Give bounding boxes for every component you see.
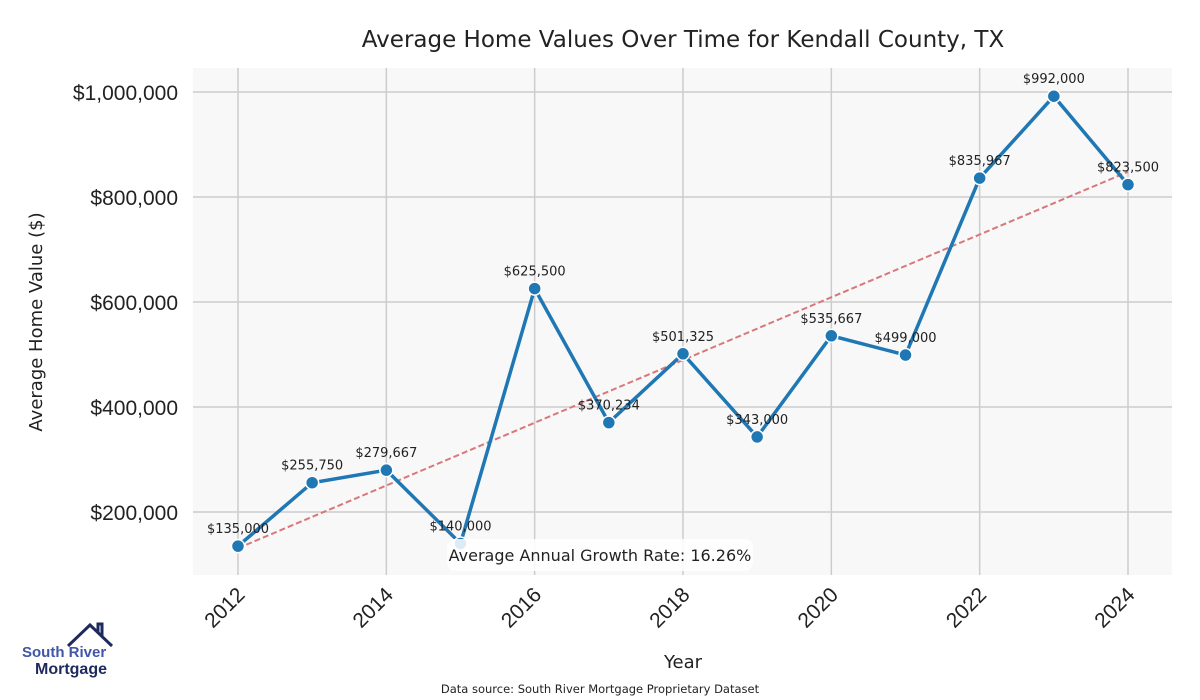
data-label: $992,000 xyxy=(1023,72,1085,87)
logo-line2: Mortgage xyxy=(35,661,107,678)
south-river-mortgage-logo: South River Mortgage xyxy=(22,622,122,682)
data-label: $135,000 xyxy=(207,522,269,537)
trend-line xyxy=(237,170,1129,550)
y-tick-label: $400,000 xyxy=(90,397,178,420)
y-tick-label: $200,000 xyxy=(90,502,178,525)
annotation-box xyxy=(447,539,753,571)
data-point xyxy=(379,462,394,478)
data-label: $499,000 xyxy=(874,331,936,346)
x-axis-label: Year xyxy=(663,652,703,673)
data-point xyxy=(304,475,320,490)
data-label: $255,750 xyxy=(281,459,343,474)
x-tick-label: 2022 xyxy=(942,583,991,632)
x-tick-label: 2024 xyxy=(1090,583,1140,633)
data-point xyxy=(675,346,691,362)
data-point xyxy=(824,328,839,344)
data-point xyxy=(898,347,913,363)
y-tick-label: $1,000,000 xyxy=(73,82,178,105)
data-label: $370,234 xyxy=(578,399,640,414)
data-point xyxy=(1120,177,1136,192)
logo-line1: South River xyxy=(22,644,107,661)
house-icon xyxy=(66,622,114,648)
data-label: $823,500 xyxy=(1097,161,1159,176)
data-source-note: Data source: South River Mortgage Propri… xyxy=(441,682,760,696)
x-tick-label: 2020 xyxy=(794,583,843,632)
data-label: $140,000 xyxy=(429,520,491,535)
data-label: $343,000 xyxy=(726,413,788,428)
data-label: $625,500 xyxy=(504,265,566,280)
growth-rate-annotation: Average Annual Growth Rate: 16.26% xyxy=(449,546,752,565)
data-label: $501,325 xyxy=(652,330,714,345)
y-tick-label: $800,000 xyxy=(90,187,178,210)
data-point xyxy=(972,170,987,186)
x-tick-label: 2016 xyxy=(497,583,546,632)
y-tick-label: $600,000 xyxy=(90,292,178,315)
data-label: $835,967 xyxy=(949,154,1011,169)
chart-title: Average Home Values Over Time for Kendal… xyxy=(362,27,1005,53)
x-tick-label: 2018 xyxy=(645,583,694,632)
x-tick-label: 2014 xyxy=(349,583,399,633)
data-point xyxy=(749,429,765,445)
data-point xyxy=(527,281,542,296)
data-point xyxy=(230,538,246,554)
data-point xyxy=(1046,88,1062,104)
data-label: $279,667 xyxy=(355,446,417,461)
data-point xyxy=(601,415,617,430)
y-axis-label: Average Home Value ($) xyxy=(26,212,47,431)
x-tick-label: 2012 xyxy=(200,583,249,632)
data-label: $535,667 xyxy=(800,312,862,327)
